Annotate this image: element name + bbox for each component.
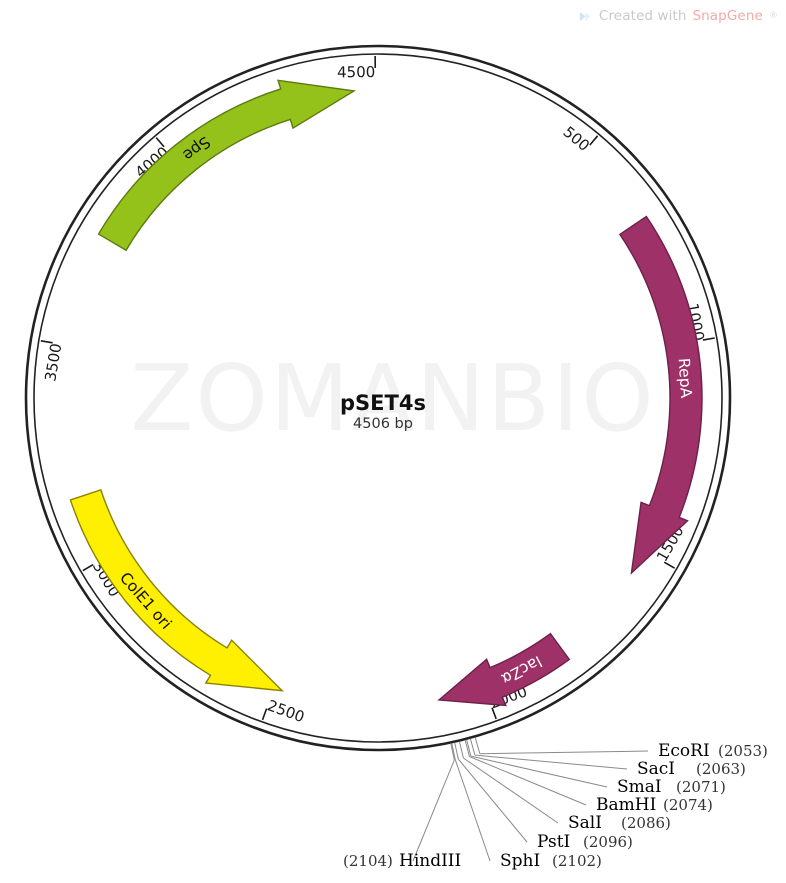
restriction-site-position: (2074)	[663, 796, 713, 814]
restriction-site-tick	[474, 737, 481, 754]
ruler-tick	[155, 137, 165, 148]
restriction-site-tick	[466, 739, 472, 757]
restriction-site-name: PstI	[537, 832, 570, 852]
snapgene-credit: Created with SnapGene ®	[578, 8, 778, 24]
ruler-tick	[491, 707, 497, 720]
restriction-site-name: SacI	[637, 759, 675, 779]
feature-arrow	[69, 488, 285, 692]
restriction-site-name: SalI	[568, 813, 602, 833]
snapgene-logo-icon	[578, 9, 593, 24]
plasmid-size-label: 4506 bp	[353, 416, 413, 432]
watermark-text: ZOMANBIO	[130, 345, 655, 452]
restriction-site-position: (2086)	[621, 814, 671, 832]
ruler-tick-label: 2500	[265, 696, 307, 726]
backbone-outer-circle	[24, 44, 732, 752]
page-title: pSET4s	[340, 391, 426, 415]
ruler-tick-label: 4500	[337, 63, 375, 81]
credit-prefix: Created with	[598, 8, 687, 24]
restriction-site-labels: EcoRI (2053) SacI (2063) SmaI (2071) BamHI (207…	[343, 741, 768, 871]
ruler-tick	[40, 340, 53, 344]
restriction-site-position: (2063)	[696, 760, 746, 778]
restriction-site-name: EcoRI	[658, 741, 710, 761]
restriction-site-position: (2096)	[583, 833, 633, 851]
restriction-site-name: SmaI	[617, 777, 662, 797]
restriction-site-tick	[450, 743, 455, 761]
restriction-site-tick	[454, 742, 459, 760]
ruler-tick-label: 3500	[41, 342, 65, 383]
restriction-site-position: (2071)	[676, 778, 726, 796]
restriction-site-tick	[469, 738, 476, 756]
feature-arrow	[437, 632, 571, 707]
ruler-tick	[702, 337, 715, 341]
restriction-site-name: SphI	[500, 851, 540, 871]
restriction-leader-line	[474, 754, 628, 770]
ruler-tick	[589, 135, 599, 146]
restriction-site-tick	[458, 741, 464, 759]
ruler-tick	[82, 563, 94, 572]
restriction-leader-line	[479, 750, 649, 755]
restriction-leader-lines	[412, 737, 649, 862]
restriction-site-tick	[464, 739, 470, 757]
credit-brand: SnapGene	[692, 8, 763, 24]
ruler-tick-label: 500	[560, 123, 594, 155]
restriction-site-position: (2053)	[718, 742, 768, 760]
restriction-leader-line	[469, 756, 587, 806]
feature-label: RepA	[675, 357, 696, 399]
feature-arrow	[618, 215, 703, 575]
restriction-site-name: HindIII	[399, 851, 461, 871]
restriction-site-name: BamHI	[596, 795, 656, 815]
restriction-leader-line	[463, 757, 559, 824]
restriction-site-tick	[451, 743, 456, 760]
restriction-leader-line	[412, 759, 455, 862]
feature-arrow	[97, 79, 357, 252]
restriction-leader-line	[454, 759, 491, 862]
restriction-site-position: (2104)	[343, 852, 393, 870]
ruler-tick	[663, 561, 676, 569]
restriction-site-position: (2102)	[552, 852, 602, 870]
ruler-tick	[261, 708, 268, 721]
backbone-inner-circle	[33, 53, 723, 743]
credit-registered: ®	[768, 11, 778, 21]
restriction-leader-line	[470, 755, 608, 788]
restriction-leader-line	[457, 758, 528, 843]
